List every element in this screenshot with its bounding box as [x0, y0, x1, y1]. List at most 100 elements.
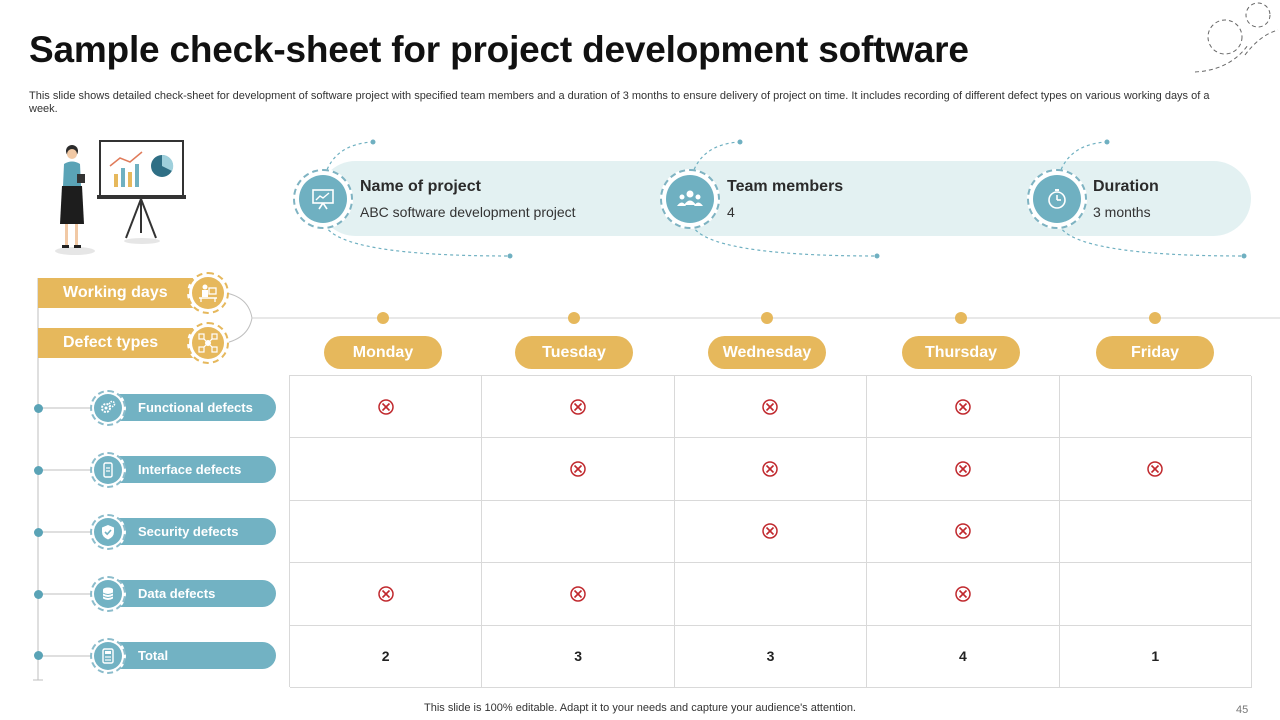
stopwatch-icon: [1048, 189, 1066, 209]
info-connectors: [324, 139, 1247, 259]
check-cell: [482, 376, 675, 439]
row-icon-circle: [90, 452, 126, 488]
defect-mark-icon: [955, 461, 971, 477]
check-cell: [1059, 563, 1252, 626]
row-marker-dot: [34, 404, 43, 413]
row-icon-circle: [90, 576, 126, 612]
check-cell: [674, 500, 868, 564]
project-info-banner: [318, 161, 1251, 236]
database-icon: [102, 587, 114, 600]
page-number: 45: [1236, 704, 1249, 716]
total-cell: 3: [674, 625, 868, 688]
check-sheet-grid: 2 3 3 4 1: [289, 375, 1252, 688]
check-cell: [290, 563, 483, 626]
day-header-monday: Monday: [324, 336, 442, 369]
total-cell: 1: [1059, 625, 1252, 688]
defect-types-circle: [187, 322, 229, 364]
row-marker-dot: [34, 466, 43, 475]
day-header-wednesday: Wednesday: [708, 336, 826, 369]
total-cell: 2: [290, 625, 483, 688]
duration-circle: [1027, 169, 1087, 229]
check-cell: [867, 438, 1060, 501]
presenter-illustration: [55, 140, 186, 255]
defect-mark-icon: [762, 523, 779, 540]
network-icon: [198, 333, 218, 353]
day-marker-dot: [955, 312, 967, 324]
gears-icon: [101, 400, 116, 413]
check-cell: [674, 438, 868, 501]
check-cell: [1059, 376, 1252, 439]
check-cell: [867, 376, 1060, 439]
shield-check-icon: [102, 525, 114, 540]
working-days-circle: [187, 272, 229, 314]
day-marker-dot: [1149, 312, 1161, 324]
total-cell: 3: [482, 625, 675, 688]
page-title: Sample check-sheet for project developme…: [29, 29, 969, 70]
defect-mark-icon: [570, 461, 586, 477]
team-members-circle: [660, 169, 720, 229]
check-cell: [674, 376, 868, 439]
device-icon: [103, 462, 113, 478]
check-cell: [482, 438, 675, 501]
defect-mark-icon: [1147, 461, 1164, 477]
team-icon: [677, 190, 703, 206]
desk-worker-icon: [199, 284, 217, 302]
row-label-data-defects: Data defects: [100, 580, 276, 607]
defect-types-header: Defect types: [38, 328, 213, 358]
total-value: 3: [574, 648, 582, 665]
day-marker-dot: [761, 312, 773, 324]
calculator-icon: [102, 648, 114, 664]
check-cell: [867, 500, 1060, 564]
row-label-interface-defects: Interface defects: [100, 456, 276, 483]
team-members-label: Team members: [727, 178, 844, 195]
day-header-thursday: Thursday: [902, 336, 1020, 369]
defect-mark-icon: [377, 398, 394, 415]
check-cell: [867, 563, 1060, 626]
row-label-total: Total: [100, 642, 276, 669]
project-name-value: ABC software development project: [360, 204, 576, 220]
row-label-security-defects: Security defects: [100, 518, 276, 545]
total-value: 1: [1151, 648, 1160, 665]
footer-note: This slide is 100% editable. Adapt it to…: [424, 702, 856, 714]
check-cell: [482, 563, 675, 626]
check-cell: [290, 376, 483, 439]
row-marker-dot: [34, 651, 43, 660]
day-marker-dot: [568, 312, 580, 324]
defect-mark-icon: [955, 586, 971, 602]
day-header-friday: Friday: [1096, 336, 1214, 369]
project-name-circle: [293, 169, 353, 229]
defect-mark-icon: [377, 586, 394, 602]
duration-value: 3 months: [1093, 204, 1151, 220]
defect-mark-icon: [570, 398, 586, 415]
total-value: 2: [381, 648, 390, 665]
check-cell: [1059, 500, 1252, 564]
total-cell: 4: [867, 625, 1060, 688]
decorative-circles: [1194, 2, 1279, 73]
defect-mark-icon: [570, 586, 586, 602]
check-cell: [290, 500, 483, 564]
row-icon-circle: [90, 390, 126, 426]
row-icon-circle: [90, 514, 126, 550]
row-icon-circle: [90, 638, 126, 674]
total-value: 3: [766, 648, 775, 665]
defect-mark-icon: [955, 523, 971, 540]
team-members-value: 4: [727, 204, 735, 220]
row-label-functional-defects: Functional defects: [100, 394, 276, 421]
check-cell: [674, 563, 868, 626]
defect-mark-icon: [762, 461, 779, 477]
check-cell: [1059, 438, 1252, 501]
defect-mark-icon: [762, 398, 779, 415]
check-cell: [290, 438, 483, 501]
page-subtitle: This slide shows detailed check-sheet fo…: [29, 90, 1210, 115]
day-marker-dot: [377, 312, 389, 324]
total-value: 4: [958, 648, 967, 665]
defect-mark-icon: [955, 398, 971, 415]
presentation-board-icon: [312, 189, 334, 210]
day-header-tuesday: Tuesday: [515, 336, 633, 369]
row-marker-dot: [34, 590, 43, 599]
row-marker-dot: [34, 528, 43, 537]
duration-label: Duration: [1093, 178, 1159, 195]
check-cell: [482, 500, 675, 564]
project-name-label: Name of project: [360, 178, 481, 195]
working-days-header: Working days: [38, 278, 213, 308]
